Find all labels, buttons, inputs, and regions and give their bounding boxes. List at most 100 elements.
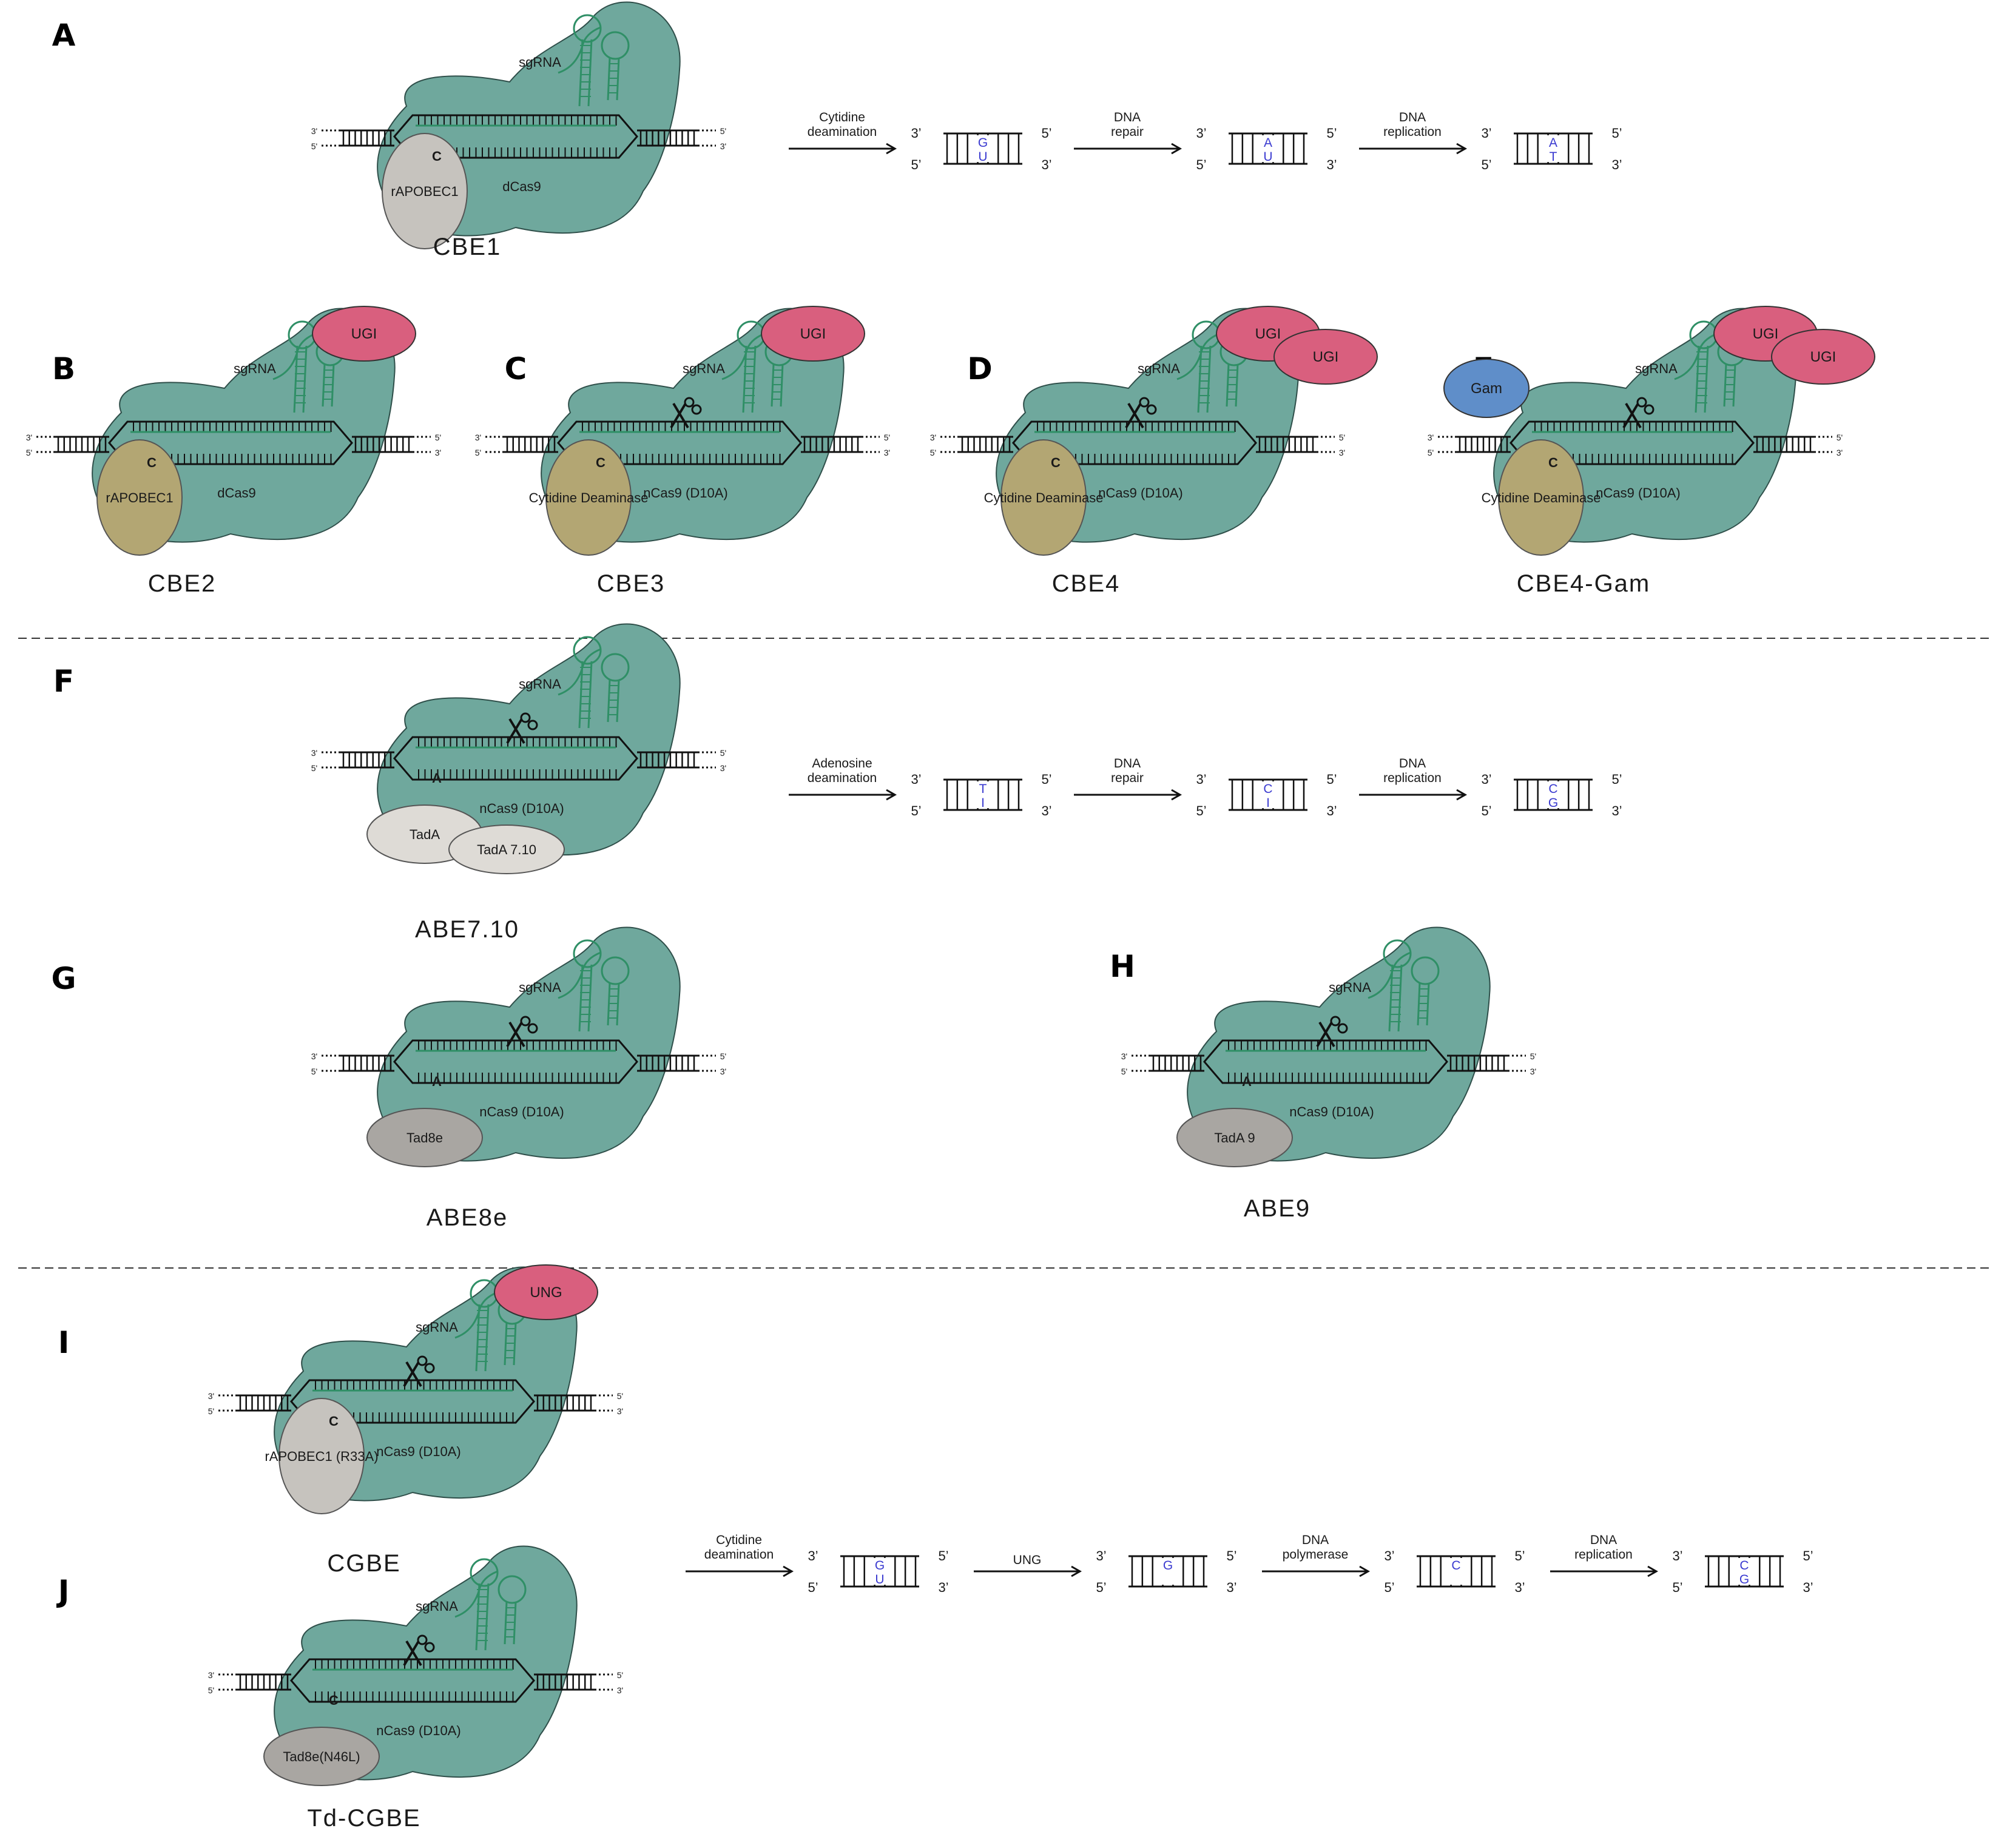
five-prime-label: 5': [1428, 448, 1434, 457]
ugi-label: UGI: [1313, 349, 1339, 365]
dna-flank-right: [534, 1394, 613, 1412]
scissors-icon: [403, 1634, 435, 1667]
sgrna-stem: [751, 345, 757, 413]
target-base-label: A: [432, 771, 442, 786]
arrow-head: [1359, 1565, 1371, 1577]
scissors-handle: [1644, 404, 1655, 415]
sgrna-stem: [587, 661, 593, 729]
scissors-handle: [691, 404, 702, 415]
edited-pair-gap: [1162, 1558, 1174, 1585]
edited-pair-gap: [1738, 1558, 1750, 1585]
sgrna-hairpins: [558, 939, 630, 1032]
scissors-handle: [1337, 1023, 1348, 1034]
target-base-label: C: [329, 1414, 339, 1429]
dna-flank-right: [534, 1673, 613, 1691]
ung-domain: [494, 1264, 598, 1320]
dna-flank-right: [637, 751, 716, 769]
arrow-head: [1171, 789, 1182, 801]
arrow-label: deamination: [704, 1548, 774, 1562]
sgrna-loop: [573, 636, 602, 665]
edited-base-bottom: G: [1739, 1573, 1749, 1587]
edited-pair-gap: [1547, 781, 1559, 808]
sgrna-loop: [498, 1575, 527, 1604]
five-prime-label: 5’: [1672, 1580, 1682, 1595]
three-prime-label: 3': [720, 763, 726, 773]
dna-flank-left: [36, 436, 109, 453]
sgrna-stem: [302, 345, 308, 413]
edited-base-top: C: [1263, 782, 1272, 796]
five-prime-label: 5': [884, 433, 890, 442]
five-prime-label: 5’: [938, 1548, 948, 1563]
cas9-label: dCas9: [502, 179, 541, 194]
three-prime-label: 3’: [1096, 1548, 1106, 1563]
five-prime-label: 5’: [1803, 1548, 1813, 1563]
edited-base-top: A: [1264, 136, 1272, 150]
sgrna-stem: [578, 964, 584, 1032]
scissors-blade: [1127, 402, 1144, 429]
arrow-label: deamination: [808, 771, 877, 785]
scissors-handle: [520, 712, 531, 723]
scissors-blade: [672, 402, 689, 429]
cas9-label: nCas9 (D10A): [376, 1444, 460, 1459]
five-prime-label: 5’: [1611, 126, 1622, 141]
three-prime-label: 3’: [1041, 803, 1051, 818]
scissors-handle: [417, 1355, 428, 1366]
target-base-label: C: [1548, 455, 1558, 470]
edited-pair-gap: [977, 135, 989, 162]
three-prime-label: 3’: [1611, 157, 1622, 172]
editor-name: CGBE: [327, 1550, 400, 1577]
five-prime-label: 5’: [1196, 803, 1206, 818]
panel-letter: H: [1110, 949, 1135, 984]
sgrna-stem: [578, 39, 584, 107]
dna-flank-left: [940, 436, 1013, 453]
editor-name: CBE1: [433, 234, 502, 260]
three-prime-label: 3’: [911, 772, 921, 787]
cas9-label: nCas9 (D10A): [1289, 1104, 1374, 1119]
sgrna-stem: [484, 1304, 490, 1372]
ung-label: UNG: [530, 1284, 562, 1301]
sgrna-hairpins: [1674, 320, 1746, 413]
cas9-label: nCas9 (D10A): [479, 1104, 564, 1119]
deaminase-label: Cytidine Deaminase: [529, 490, 649, 505]
scissors-icon: [1622, 397, 1655, 429]
editor-name: CBE4: [1052, 570, 1121, 597]
deaminase-label: rAPOBEC1 (R33A): [265, 1449, 378, 1464]
arrow-label: polymerase: [1283, 1548, 1349, 1562]
scissors-blade: [1622, 402, 1639, 429]
scissors-handle: [1146, 404, 1157, 415]
edited-base-bottom: G: [1548, 796, 1558, 810]
arrow-head: [1456, 789, 1468, 801]
deaminase-label: Tad8e: [406, 1130, 443, 1145]
deaminase-domain: [96, 439, 183, 556]
scissors-handle: [1636, 397, 1647, 408]
sgrna-loop: [1411, 956, 1440, 985]
five-prime-label: 5': [208, 1685, 214, 1695]
scissors-icon: [506, 712, 538, 744]
scissors-blade: [403, 1361, 420, 1388]
three-prime-label: 3': [26, 433, 32, 442]
five-prime-label: 5’: [1611, 772, 1622, 787]
five-prime-label: 5': [720, 748, 726, 758]
five-prime-label: 5’: [808, 1580, 818, 1595]
three-prime-label: 3': [311, 748, 317, 758]
three-prime-label: 3': [435, 448, 441, 457]
three-prime-label: 3’: [1326, 803, 1337, 818]
three-prime-label: 3': [1339, 448, 1345, 457]
target-base-label: A: [1242, 1074, 1252, 1089]
arrow-label: replication: [1383, 771, 1442, 785]
panel-letter: A: [52, 18, 76, 53]
editor-name: Td-CGBE: [307, 1805, 420, 1832]
cas9-label: nCas9 (D10A): [1098, 485, 1182, 501]
panel-letter: I: [58, 1325, 70, 1360]
sgrna-stem: [475, 1304, 481, 1372]
